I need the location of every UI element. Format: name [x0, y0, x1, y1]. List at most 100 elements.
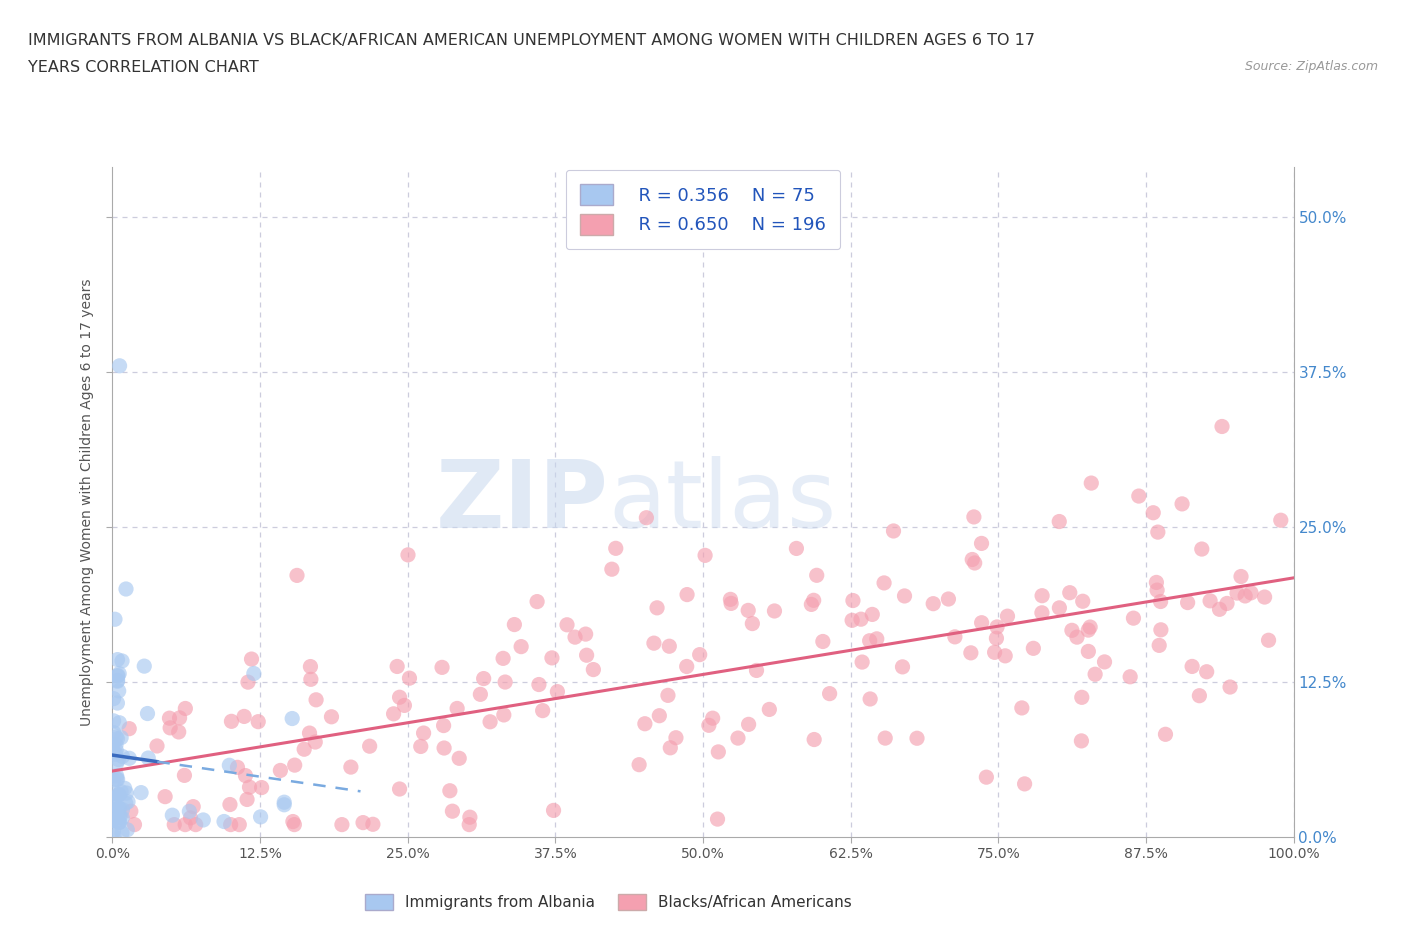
Point — [108, 815, 131, 830]
Point — [321, 710, 343, 724]
Point — [107, 668, 129, 683]
Point — [394, 698, 416, 713]
Point — [1047, 601, 1070, 616]
Point — [107, 787, 129, 802]
Point — [108, 815, 131, 830]
Point — [169, 711, 191, 725]
Point — [1144, 575, 1167, 590]
Point — [236, 674, 259, 689]
Point — [162, 808, 184, 823]
Point — [1070, 734, 1092, 749]
Point — [875, 731, 897, 746]
Point — [180, 810, 202, 825]
Text: Source: ZipAtlas.com: Source: ZipAtlas.com — [1244, 60, 1378, 73]
Point — [986, 631, 1008, 645]
Text: IMMIGRANTS FROM ALBANIA VS BLACK/AFRICAN AMERICAN UNEMPLOYMENT AMONG WOMEN WITH : IMMIGRANTS FROM ALBANIA VS BLACK/AFRICAN… — [28, 33, 1035, 47]
Point — [720, 596, 742, 611]
Point — [636, 511, 658, 525]
Point — [849, 612, 872, 627]
Point — [184, 817, 207, 832]
Point — [693, 548, 716, 563]
Point — [1219, 680, 1241, 695]
Point — [105, 743, 128, 758]
Point — [510, 639, 533, 654]
Point — [841, 613, 863, 628]
Point — [1146, 525, 1168, 539]
Point — [105, 807, 128, 822]
Point — [1211, 419, 1233, 434]
Point — [1059, 585, 1081, 600]
Point — [105, 737, 128, 752]
Point — [1014, 777, 1036, 791]
Point — [388, 690, 411, 705]
Point — [720, 591, 742, 606]
Point — [1122, 611, 1144, 626]
Point — [1022, 641, 1045, 656]
Point — [1084, 667, 1107, 682]
Point — [283, 817, 305, 832]
Legend: Immigrants from Albania, Blacks/African Americans: Immigrants from Albania, Blacks/African … — [360, 887, 858, 916]
Point — [228, 817, 250, 832]
Point — [1270, 512, 1292, 527]
Point — [124, 817, 146, 832]
Point — [174, 701, 197, 716]
Point — [658, 639, 681, 654]
Point — [543, 803, 565, 817]
Point — [218, 758, 240, 773]
Point — [675, 659, 697, 674]
Point — [114, 781, 136, 796]
Point — [575, 627, 598, 642]
Point — [285, 568, 308, 583]
Point — [479, 714, 502, 729]
Point — [963, 555, 986, 570]
Point — [181, 799, 204, 814]
Point — [689, 647, 711, 662]
Point — [103, 725, 125, 740]
Point — [860, 607, 883, 622]
Point — [105, 772, 128, 787]
Point — [163, 817, 186, 832]
Point — [1230, 569, 1253, 584]
Point — [108, 808, 131, 823]
Point — [503, 618, 526, 632]
Point — [221, 714, 243, 729]
Point — [676, 587, 699, 602]
Point — [882, 524, 904, 538]
Point — [298, 725, 321, 740]
Point — [960, 552, 983, 567]
Point — [304, 735, 326, 750]
Point — [115, 786, 138, 801]
Point — [1199, 593, 1222, 608]
Point — [118, 722, 141, 737]
Point — [1171, 497, 1194, 512]
Point — [233, 709, 256, 724]
Point — [226, 760, 249, 775]
Point — [104, 791, 127, 806]
Point — [101, 813, 124, 828]
Point — [1128, 488, 1150, 503]
Point — [665, 730, 688, 745]
Point — [146, 738, 169, 753]
Point — [1149, 594, 1171, 609]
Point — [430, 660, 453, 675]
Point — [305, 692, 328, 707]
Point — [104, 747, 127, 762]
Point — [193, 813, 215, 828]
Point — [1191, 541, 1213, 556]
Point — [159, 721, 181, 736]
Point — [800, 597, 823, 612]
Point — [385, 659, 408, 674]
Point — [628, 757, 651, 772]
Point — [388, 781, 411, 796]
Point — [107, 772, 129, 787]
Point — [873, 576, 896, 591]
Point — [247, 714, 270, 729]
Point — [104, 612, 127, 627]
Point — [806, 568, 828, 583]
Point — [114, 796, 136, 811]
Point — [859, 633, 882, 648]
Point — [960, 645, 983, 660]
Point — [555, 618, 578, 632]
Point — [103, 773, 125, 788]
Point — [250, 780, 273, 795]
